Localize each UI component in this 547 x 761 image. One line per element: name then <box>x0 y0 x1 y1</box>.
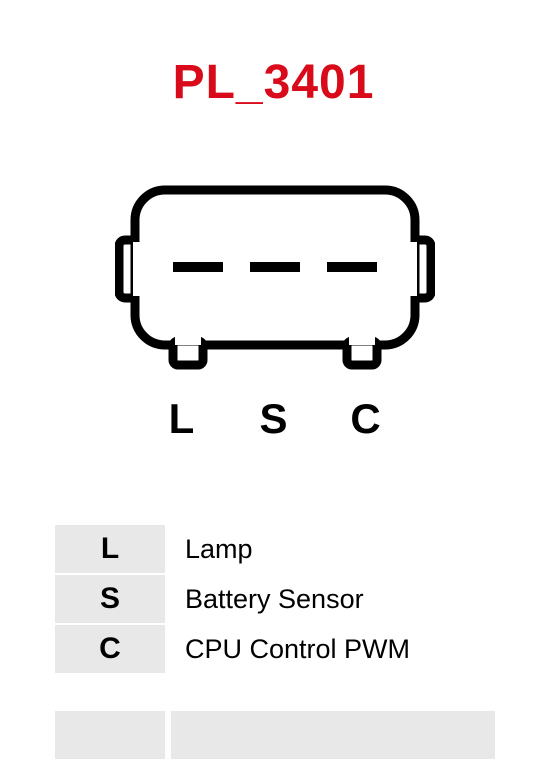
table-row: C CPU Control PWM <box>55 625 495 673</box>
legend-value: CPU Control PWM <box>171 625 495 673</box>
legend-key: S <box>55 575 165 623</box>
pin-label-c: C <box>346 395 386 443</box>
empty-key-cell <box>55 711 165 759</box>
table-row: S Battery Sensor <box>55 575 495 623</box>
legend-value: Battery Sensor <box>171 575 495 623</box>
part-number-title: PL_3401 <box>0 55 547 110</box>
legend-value: Lamp <box>171 525 495 573</box>
pin-label-s: S <box>254 395 294 443</box>
legend-key: C <box>55 625 165 673</box>
legend-table: L Lamp S Battery Sensor C CPU Control PW… <box>55 525 495 675</box>
legend-key: L <box>55 525 165 573</box>
empty-value-cell <box>171 711 495 759</box>
table-row: L Lamp <box>55 525 495 573</box>
connector-diagram <box>115 178 435 378</box>
empty-legend-row <box>55 711 495 759</box>
pin-slot <box>327 262 377 272</box>
pin-slot <box>250 262 300 272</box>
pin-labels-row: L S C <box>0 395 547 443</box>
pin-label-l: L <box>162 395 202 443</box>
pin-slot <box>173 262 223 272</box>
